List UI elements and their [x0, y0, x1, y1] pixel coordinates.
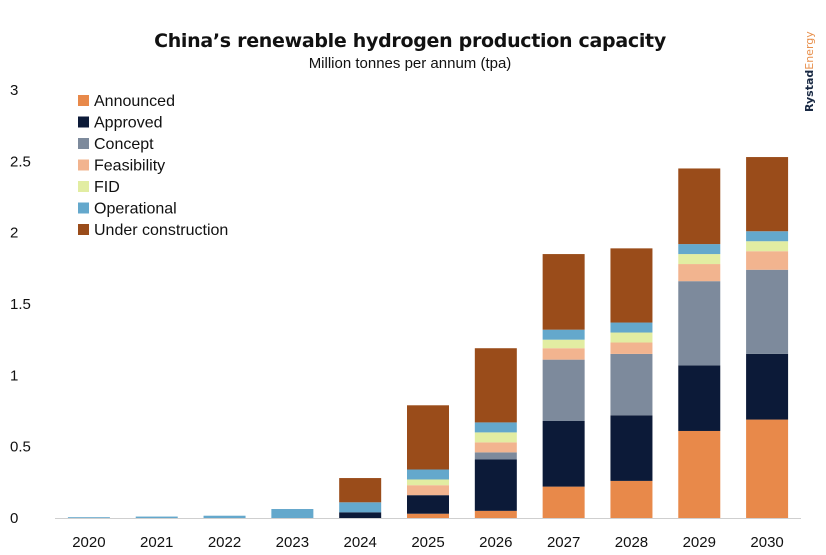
bar-announced-2027 [542, 486, 585, 518]
legend-swatch-under-construction [78, 224, 89, 235]
bar-fid-2027 [542, 339, 585, 349]
bar-feasibility-2030 [746, 251, 789, 270]
bar-concept-2027 [542, 359, 585, 421]
bar-announced-2029 [678, 430, 721, 518]
x-tick-label: 2027 [547, 534, 580, 551]
bar-approved-2028 [610, 415, 653, 481]
bar-approved-2030 [746, 353, 789, 420]
bar-under-construction-2030 [746, 157, 789, 232]
legend-label-approved: Approved [94, 115, 163, 132]
bar-concept-2026 [474, 452, 517, 460]
bar-approved-2024 [339, 512, 382, 518]
bar-under-construction-2029 [678, 168, 721, 245]
bar-approved-2026 [474, 459, 517, 511]
bar-under-construction-2027 [542, 254, 585, 330]
bar-under-construction-2024 [339, 478, 382, 503]
legend-label-feasibility: Feasibility [94, 158, 165, 175]
x-tick-label: 2029 [683, 534, 716, 551]
legend-label-operational: Operational [94, 201, 177, 218]
bar-feasibility-2029 [678, 264, 721, 282]
y-tick-label: 2.5 [10, 153, 31, 170]
legend: Announced Approved Concept Feasibility FID Op… [78, 93, 228, 239]
x-tick-label: 2020 [72, 534, 105, 551]
bar-operational-2023 [271, 509, 314, 518]
bar-fid-2029 [678, 254, 721, 265]
bar-feasibility-2026 [474, 442, 517, 453]
bar-operational-2027 [542, 329, 585, 340]
chart-subtitle: Million tonnes per annum (tpa) [308, 55, 512, 72]
bar-under-construction-2026 [474, 348, 517, 423]
bar-operational-2029 [678, 244, 721, 255]
y-tick-label: 0 [10, 510, 18, 527]
bar-concept-2030 [746, 269, 789, 354]
y-tick-label: 1 [10, 367, 18, 384]
bar-operational-2024 [339, 502, 382, 513]
bar-approved-2025 [407, 495, 449, 514]
bar-approved-2027 [542, 420, 585, 487]
legend-swatch-operational [78, 202, 89, 214]
bar-operational-2026 [474, 422, 517, 433]
x-tick-label: 2021 [140, 534, 173, 551]
legend-swatch-announced [78, 95, 89, 106]
legend-swatch-approved [78, 116, 89, 128]
bar-operational-2030 [746, 231, 789, 242]
y-tick-label: 3 [10, 82, 18, 99]
bar-concept-2028 [610, 353, 653, 416]
x-tick-label: 2023 [276, 534, 309, 551]
bar-announced-2025 [407, 513, 449, 518]
bar-announced-2026 [474, 510, 517, 518]
bar-operational-2028 [610, 322, 653, 333]
x-tick-label: 2025 [411, 534, 444, 551]
y-axis-ticks: 0 0.5 1 1.5 2 2.5 3 [10, 82, 31, 527]
bar-fid-2030 [746, 241, 789, 252]
bar-under-construction-2025 [407, 405, 449, 470]
bar-approved-2029 [678, 365, 721, 431]
legend-label-under-construction: Under construction [94, 222, 228, 239]
bar-announced-2028 [610, 480, 653, 518]
x-tick-label: 2024 [343, 534, 376, 551]
bar-fid-2026 [474, 432, 517, 443]
bar-fid-2025 [407, 479, 449, 486]
x-tick-label: 2026 [479, 534, 512, 551]
bar-operational-2025 [407, 469, 449, 480]
y-tick-label: 2 [10, 225, 18, 242]
legend-swatch-feasibility [78, 159, 89, 171]
bar-feasibility-2027 [542, 348, 585, 360]
bar-fid-2028 [610, 332, 653, 343]
x-tick-label: 2028 [615, 534, 648, 551]
legend-label-fid: FID [94, 179, 120, 196]
bar-operational-2021 [135, 516, 178, 518]
x-tick-label: 2022 [208, 534, 241, 551]
y-tick-label: 0.5 [10, 439, 31, 456]
x-axis-ticks: 2020 2021 2022 2023 2024 2025 2026 2027 2028 2029… [72, 534, 784, 551]
bar-feasibility-2028 [610, 342, 653, 354]
legend-swatch-concept [78, 138, 89, 149]
bar-under-construction-2028 [610, 248, 653, 323]
legend-label-announced: Announced [94, 93, 175, 110]
x-tick-label: 2030 [750, 534, 783, 551]
legend-label-concept: Concept [94, 136, 154, 153]
bar-operational-2022 [203, 515, 246, 518]
bars-group [67, 157, 789, 518]
bar-feasibility-2025 [407, 485, 449, 496]
bar-announced-2030 [746, 419, 789, 518]
bar-concept-2029 [678, 281, 721, 366]
chart-title: China’s renewable hydrogen production ca… [154, 30, 666, 52]
bar-operational-2020 [67, 517, 110, 518]
legend-swatch-fid [78, 181, 89, 192]
y-tick-label: 1.5 [10, 296, 31, 313]
